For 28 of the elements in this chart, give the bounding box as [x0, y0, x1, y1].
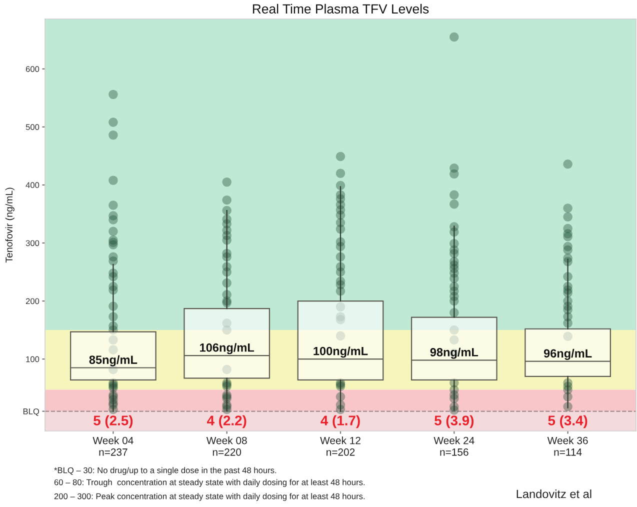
text: *BLQ – 30: No drug/up to a single dose in the past 48 hours. [54, 467, 276, 475]
annotation: 5 (3.9) [434, 415, 474, 428]
y-tick-label: 500 [26, 124, 40, 130]
annotation: 4 (1.7) [320, 415, 360, 428]
x-tick-label: Week 24 n=156 [434, 436, 474, 456]
annotation: 98ng/mL [430, 348, 478, 359]
y-tick-label: 600 [26, 66, 40, 72]
text: 200 – 300: Peak concentration at steady state with daily dosing for at least 48 hours. [54, 493, 365, 501]
y-tick-label: 300 [26, 240, 40, 246]
annotation: 4 (2.2) [206, 415, 246, 428]
y-tick-label: BLQ [23, 408, 40, 416]
x-tick-label: Week 36 n=114 [547, 436, 588, 456]
y-tick-label: 400 [26, 182, 40, 188]
annotation: 106ng/mL [200, 343, 254, 354]
text: 60 – 80: Trough concentration at steady state with daily dosing for at least 48 hours. [54, 479, 365, 487]
text: Landovitz et al [516, 489, 592, 498]
x-tick-label: Week 08 n=220 [206, 436, 247, 456]
annotation: 100ng/mL [314, 346, 368, 358]
annotation: 85ng/mL [89, 355, 138, 366]
y-tick-label: 200 [26, 298, 40, 304]
x-tick-label: Week 12 n=202 [320, 436, 360, 456]
y-tick-label: 100 [26, 356, 40, 362]
y-axis-title: Tenofovir (ng/mL) [5, 188, 14, 263]
chart-title: Real Time Plasma TFV Levels [252, 4, 429, 14]
x-tick-label: Week 04 n=237 [92, 436, 134, 456]
annotation: 5 (3.4) [548, 415, 588, 428]
annotation: 5 (2.5) [94, 415, 133, 428]
annotation: 96ng/mL [544, 348, 592, 360]
